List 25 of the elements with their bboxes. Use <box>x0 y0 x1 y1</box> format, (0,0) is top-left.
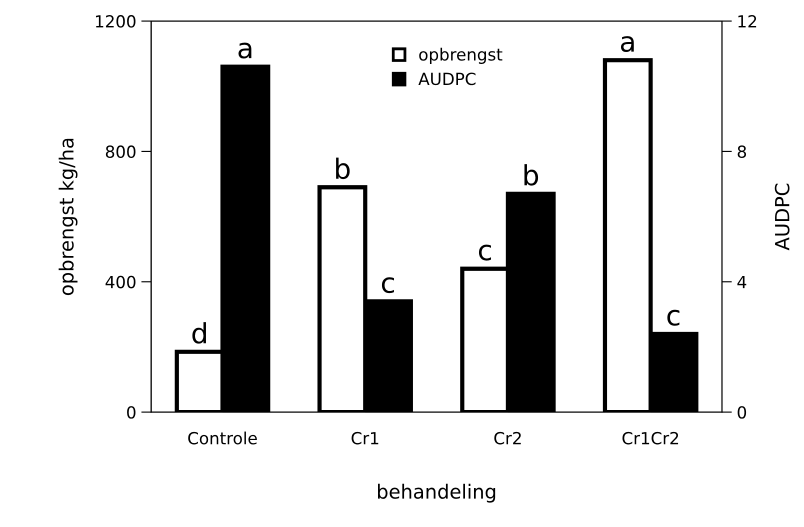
y-axis-title: opbrengst kg/ha <box>58 138 78 296</box>
y2-tick-label: 8 <box>738 145 746 158</box>
data-label: c <box>478 244 492 261</box>
y2-axis-title: AUDPC <box>774 184 790 250</box>
y-tick-label: 800 <box>106 145 136 158</box>
y-tick-label: 1200 <box>96 15 136 28</box>
x-tick-label: Cr2 <box>494 432 521 444</box>
y2-tick-label: 12 <box>738 15 756 28</box>
data-label: c <box>382 277 394 294</box>
x-tick-label: Controle <box>188 432 257 444</box>
legend-label: opbrengst <box>419 48 502 64</box>
x-axis-title: behandeling <box>378 484 496 503</box>
x-tick-label: Cr1Cr2 <box>622 432 678 444</box>
y-tick-label: 0 <box>127 406 136 419</box>
y-tick-label: 400 <box>106 276 136 288</box>
data-label: a <box>238 42 252 59</box>
x-tick-label: Cr1 <box>352 432 378 444</box>
legend-label: AUDPC <box>418 72 476 86</box>
data-label: d <box>192 322 206 344</box>
data-label: b <box>336 158 350 180</box>
y2-tick-label: 0 <box>738 406 746 419</box>
y2-tick-label: 4 <box>737 276 746 288</box>
data-label: a <box>620 36 634 52</box>
data-label: c <box>667 310 680 326</box>
data-label: b <box>524 164 538 186</box>
